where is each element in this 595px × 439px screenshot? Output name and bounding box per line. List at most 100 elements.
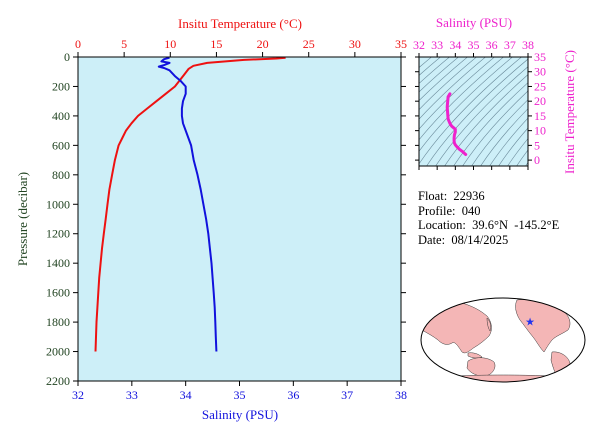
profile-plot-frame — [77, 56, 402, 382]
density-contour — [516, 149, 528, 166]
top-tick-label: 5 — [121, 37, 127, 51]
profile-plot-background — [78, 57, 401, 381]
ts-x-tick-label: 37 — [504, 38, 516, 52]
pressure-axis-label: Pressure (decibar) — [15, 172, 30, 266]
ts-y-axis-label: Insitu Temperature (°C) — [562, 50, 577, 174]
ts-y-tick-label: 30 — [534, 65, 546, 79]
density-contour — [426, 58, 528, 166]
bottom-axis-label: Salinity (PSU) — [202, 407, 278, 422]
profile-plot-ticks: 0 5 10 15 20 25 30 35 32 33 34 35 36 37 38 0 200 400 600 80… — [46, 37, 407, 402]
temperature-profile-line — [94, 56, 286, 352]
ts-curve — [445, 92, 468, 156]
density-contour — [471, 99, 528, 166]
map-land-australia — [466, 357, 496, 377]
pressure-tick-label: 1200 — [46, 227, 70, 241]
ts-x-tick-label: 32 — [413, 38, 425, 52]
profile-value: 040 — [461, 203, 481, 218]
map-outline — [420, 297, 586, 383]
date-value: 08/14/2025 — [451, 232, 509, 247]
float-value: 22936 — [453, 189, 485, 203]
top-axis-label: Insitu Temperature (°C) — [178, 16, 302, 31]
profile-label: Profile: — [418, 203, 456, 218]
bottom-tick-label: 34 — [180, 388, 192, 402]
ts-plot-frame — [418, 56, 529, 167]
profile-row: Profile: 040 — [418, 204, 559, 219]
ts-y-tick-label: 25 — [534, 79, 546, 93]
date-row: Date: 08/14/2025 — [418, 233, 559, 248]
top-tick-label: 25 — [303, 37, 315, 51]
world-map: ★ — [420, 297, 586, 383]
map-land-asia — [421, 301, 492, 354]
ts-x-tick-label: 33 — [431, 38, 443, 52]
density-contour — [419, 57, 432, 68]
density-contour — [435, 66, 528, 166]
density-contour — [419, 57, 495, 130]
map-land-japan — [486, 317, 492, 332]
ts-y-tick-label: 35 — [534, 50, 546, 64]
bottom-tick-label: 37 — [341, 388, 353, 402]
bottom-tick-label: 35 — [234, 388, 246, 402]
bottom-tick-label: 38 — [395, 388, 407, 402]
density-contour — [419, 57, 459, 93]
profile-plot-lines — [94, 56, 286, 352]
float-info: Float: 22936 Profile: 040 Location: 39.6… — [418, 189, 559, 247]
top-tick-label: 30 — [349, 37, 361, 51]
density-contour — [419, 57, 522, 165]
density-contour — [444, 74, 528, 166]
pressure-tick-label: 400 — [52, 109, 70, 123]
density-contour — [489, 117, 528, 166]
pressure-tick-label: 2000 — [46, 345, 70, 359]
map-land-antarctica — [424, 374, 581, 382]
density-contour — [419, 57, 477, 111]
density-contour — [419, 57, 450, 84]
bottom-tick-label: 36 — [287, 388, 299, 402]
ts-x-tick-label: 38 — [522, 38, 534, 52]
pressure-tick-label: 1600 — [46, 286, 70, 300]
ts-x-tick-label: 35 — [468, 38, 480, 52]
ts-x-tick-label: 34 — [449, 38, 461, 52]
location-value: 39.6°N -145.2°E — [472, 218, 560, 232]
pressure-tick-label: 600 — [52, 138, 70, 152]
top-tick-label: 35 — [395, 37, 407, 51]
ts-y-tick-label: 15 — [534, 109, 546, 123]
map-land-indonesia — [467, 352, 483, 359]
density-contour — [419, 57, 486, 120]
location-label: Location: — [418, 218, 466, 232]
ts-y-tick-label: 10 — [534, 124, 546, 138]
float-location-marker: ★ — [525, 317, 535, 329]
density-contour — [419, 57, 441, 76]
pressure-tick-label: 800 — [52, 168, 70, 182]
location-row: Location: 39.6°N -145.2°E — [418, 218, 559, 233]
top-tick-label: 0 — [75, 37, 81, 51]
pressure-tick-label: 0 — [64, 50, 70, 64]
pressure-tick-label: 2200 — [46, 374, 70, 388]
bottom-tick-label: 32 — [72, 388, 84, 402]
ts-x-axis-label: Salinity (PSU) — [436, 15, 512, 30]
profile-plot: 0 5 10 15 20 25 30 35 32 33 34 35 36 37 38 0 200 400 600 80… — [15, 16, 407, 422]
float-label: Float: — [418, 189, 448, 203]
density-contour — [480, 108, 528, 166]
ts-density-contours — [419, 57, 528, 166]
top-tick-label: 10 — [164, 37, 176, 51]
ts-y-tick-label: 20 — [534, 94, 546, 108]
ts-y-tick-label: 0 — [534, 153, 540, 167]
bottom-tick-label: 33 — [126, 388, 138, 402]
density-contour — [419, 57, 513, 152]
float-row: Float: 22936 — [418, 189, 559, 204]
density-contour — [498, 127, 528, 166]
top-tick-label: 20 — [257, 37, 269, 51]
pressure-tick-label: 1400 — [46, 256, 70, 270]
top-tick-label: 15 — [210, 37, 222, 51]
density-contour — [419, 57, 504, 141]
density-contour — [462, 90, 528, 166]
density-contour — [507, 138, 528, 166]
density-contour — [453, 82, 528, 166]
density-contour — [419, 57, 468, 102]
pressure-tick-label: 1800 — [46, 315, 70, 329]
pressure-tick-label: 200 — [52, 79, 70, 93]
ts-y-tick-label: 5 — [534, 138, 540, 152]
pressure-tick-label: 1000 — [46, 197, 70, 211]
